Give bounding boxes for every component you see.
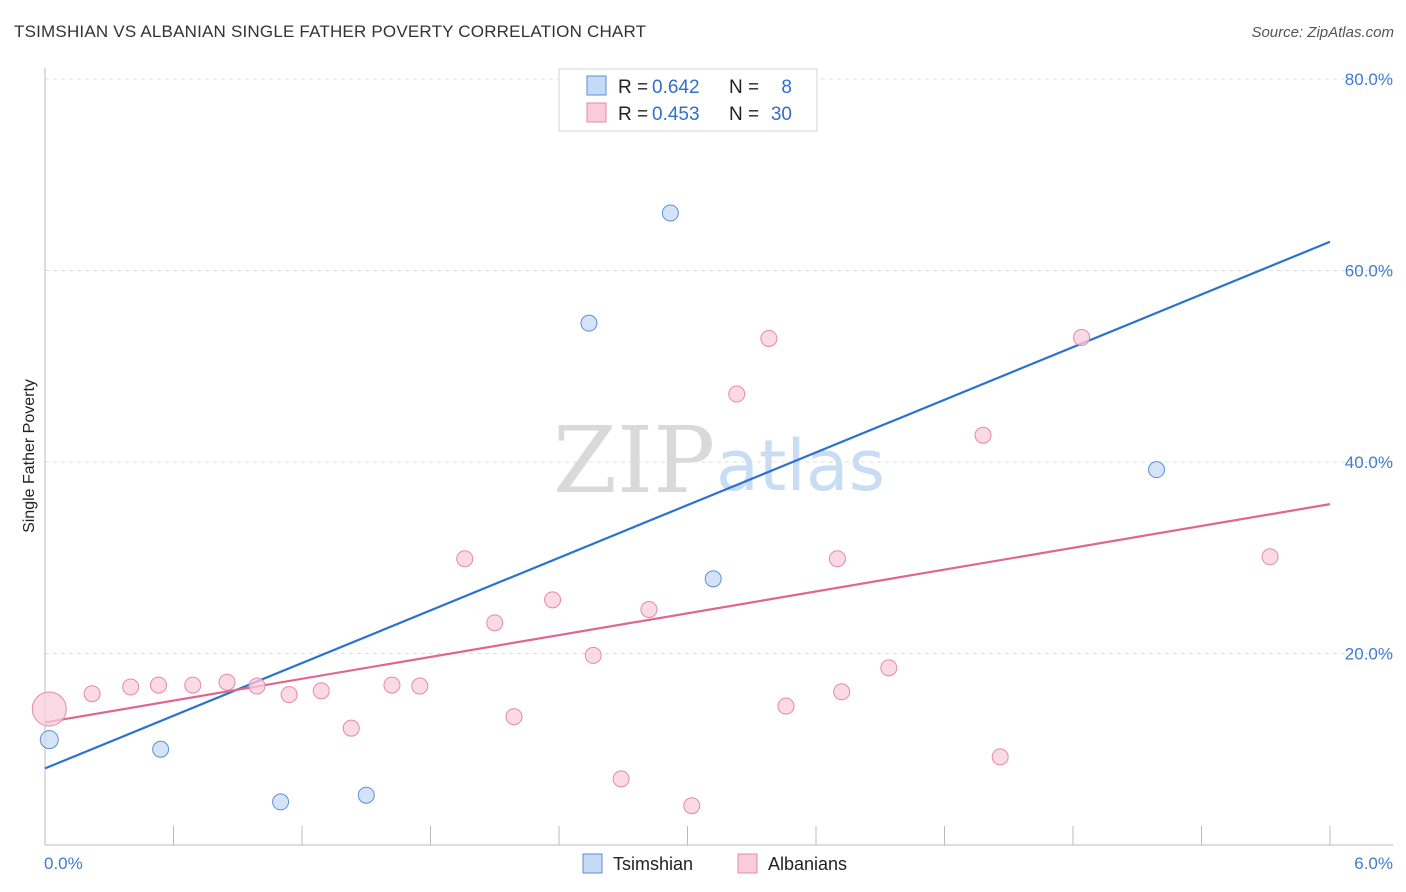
data-point-albanians xyxy=(184,676,202,694)
bottom-legend-swatch-albanians xyxy=(737,853,758,874)
data-point-tsimshian xyxy=(704,570,722,588)
x-tick-label-max: 6.0% xyxy=(1354,854,1393,873)
watermark-zip: ZIP xyxy=(553,407,715,514)
data-point-albanians xyxy=(122,678,140,696)
data-point-albanians xyxy=(218,673,236,691)
data-point-tsimshian xyxy=(580,314,598,332)
legend-r-tsimshian: 0.642 xyxy=(652,77,700,98)
legend-n-tsimshian: 8 xyxy=(781,77,792,98)
legend-r-label: R = xyxy=(618,77,648,98)
legend-swatch-tsimshian xyxy=(586,75,607,96)
y-tick-label: 20.0% xyxy=(1345,645,1393,664)
data-points xyxy=(31,204,1279,815)
data-point-albanians xyxy=(544,591,562,609)
gridlines xyxy=(45,78,1393,654)
chart-title: TSIMSHIAN VS ALBANIAN SINGLE FATHER POVE… xyxy=(14,22,647,41)
data-point-albanians xyxy=(248,677,266,695)
data-point-albanians xyxy=(991,748,1009,766)
data-point-albanians xyxy=(728,385,746,403)
bottom-legend-swatch-tsimshian xyxy=(582,853,603,874)
data-point-albanians xyxy=(342,719,360,737)
legend-swatch-albanians xyxy=(586,102,607,123)
data-point-albanians xyxy=(640,600,658,618)
x-axis-ticks xyxy=(44,826,1331,845)
legend: R = 0.642 N = 8 R = 0.453 N = 30 xyxy=(558,68,818,132)
watermark-atlas: atlas xyxy=(716,425,885,507)
data-point-albanians xyxy=(612,770,630,788)
data-point-tsimshian xyxy=(152,740,170,758)
data-point-albanians xyxy=(83,685,101,703)
data-point-albanians xyxy=(31,691,67,727)
data-point-tsimshian xyxy=(272,793,290,811)
y-tick-labels: 20.0% 40.0% 60.0% 80.0% xyxy=(1345,70,1393,664)
data-point-albanians xyxy=(312,682,330,700)
y-tick-label: 60.0% xyxy=(1345,262,1393,281)
bottom-legend-label-albanians: Albanians xyxy=(768,854,847,874)
watermark: ZIP atlas xyxy=(553,407,885,514)
legend-n-label: N = xyxy=(729,77,759,98)
data-point-albanians xyxy=(456,550,474,568)
data-point-albanians xyxy=(777,697,795,715)
y-tick-label: 80.0% xyxy=(1345,70,1393,89)
data-point-albanians xyxy=(411,677,429,695)
data-point-albanians xyxy=(880,659,898,677)
data-point-albanians xyxy=(833,683,851,701)
data-point-albanians xyxy=(1073,329,1091,347)
trend-line-albanians xyxy=(44,503,1331,724)
data-point-albanians xyxy=(505,708,523,726)
data-point-albanians xyxy=(150,676,168,694)
x-tick-label-min: 0.0% xyxy=(44,854,83,873)
data-point-tsimshian xyxy=(1148,461,1166,479)
data-point-tsimshian xyxy=(39,730,59,750)
legend-r-albanians: 0.453 xyxy=(652,104,700,125)
data-point-albanians xyxy=(280,686,298,704)
data-point-tsimshian xyxy=(357,786,375,804)
bottom-legend: Tsimshian Albanians xyxy=(582,853,847,874)
data-point-albanians xyxy=(486,614,504,632)
data-point-albanians xyxy=(683,797,701,815)
data-point-albanians xyxy=(828,550,846,568)
trend-lines xyxy=(44,240,1331,770)
data-point-albanians xyxy=(974,426,992,444)
data-point-tsimshian xyxy=(661,204,679,222)
bottom-legend-label-tsimshian: Tsimshian xyxy=(613,854,693,874)
data-point-albanians xyxy=(584,646,602,664)
chart-source: Source: ZipAtlas.com xyxy=(1251,24,1394,41)
data-point-albanians xyxy=(1261,548,1279,566)
legend-n-albanians: 30 xyxy=(771,104,792,125)
y-axis-title: Single Father Poverty xyxy=(21,379,38,533)
legend-n-label: N = xyxy=(729,104,759,125)
data-point-albanians xyxy=(383,676,401,694)
legend-r-label: R = xyxy=(618,104,648,125)
data-point-albanians xyxy=(760,329,778,347)
y-tick-label: 40.0% xyxy=(1345,453,1393,472)
